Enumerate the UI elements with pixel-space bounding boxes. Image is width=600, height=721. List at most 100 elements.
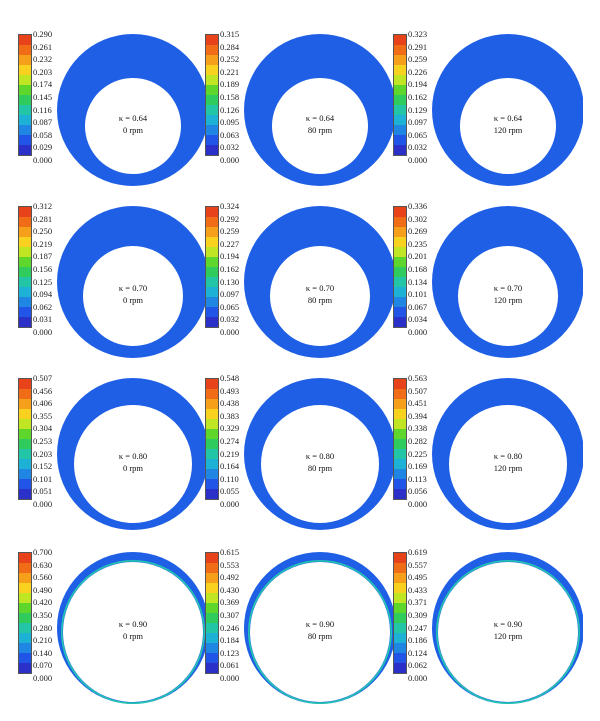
colorbar-tick-label: 0.493	[220, 385, 240, 396]
contour-panel: 0.315 0.284 0.252 0.221 0.189 0.158 0.126 0.095…	[205, 30, 395, 198]
colorbar-tick-label: 0.371	[408, 597, 428, 608]
colorbar-tick-label: 0.302	[408, 213, 428, 224]
colorbar-swatch	[394, 469, 406, 479]
colorbar-swatch	[19, 653, 31, 663]
colorbar-tick-label: 0.062	[408, 660, 428, 671]
colorbar-swatch	[19, 563, 31, 573]
colorbar-tick-label: 0.113	[408, 473, 427, 484]
colorbar-swatch	[206, 459, 218, 469]
rpm-label: 0 rpm	[122, 125, 144, 135]
colorbar-legend: 0.619 0.557 0.495 0.433 0.371 0.309 0.247 0.186…	[393, 548, 453, 682]
rpm-label: 120 rpm	[493, 463, 523, 473]
colorbar-swatch	[394, 85, 406, 95]
colorbar-tick-label: 0.140	[33, 647, 53, 658]
colorbar	[205, 34, 219, 156]
colorbar-tick-label: 0.304	[33, 423, 53, 434]
colorbar-tick-label: 0.280	[33, 622, 53, 633]
colorbar-tick-label: 0.058	[33, 129, 53, 140]
colorbar-swatch	[206, 633, 218, 643]
colorbar-swatch	[19, 307, 31, 317]
colorbar-legend: 0.615 0.553 0.492 0.430 0.369 0.307 0.246 0.184…	[205, 548, 265, 682]
colorbar-swatch	[206, 135, 218, 145]
colorbar-tick-label: 0.087	[33, 117, 53, 128]
colorbar-swatch	[206, 409, 218, 419]
colorbar-tick-label: 0.281	[33, 213, 53, 224]
colorbar-tick-label: 0.259	[220, 226, 240, 237]
colorbar-swatch	[394, 459, 406, 469]
colorbar-swatch	[394, 45, 406, 55]
colorbar-swatch	[206, 95, 218, 105]
contour-panel: 0.312 0.281 0.250 0.219 0.187 0.156 0.125 0.094…	[18, 202, 208, 370]
inner-cylinder	[83, 246, 183, 346]
colorbar-tick-label: 0.056	[408, 486, 428, 497]
colorbar-swatch	[394, 105, 406, 115]
colorbar-swatch	[394, 623, 406, 633]
colorbar-tick-label: 0.156	[33, 264, 53, 274]
colorbar-swatch	[19, 583, 31, 593]
colorbar-tick-label: 0.548	[220, 373, 240, 383]
colorbar-swatch	[394, 633, 406, 643]
inner-cylinder	[261, 405, 379, 523]
colorbar-tick-label: 0.456	[33, 385, 53, 396]
colorbar-tick-label: 0.110	[220, 473, 239, 484]
inner-cylinder	[438, 562, 578, 702]
rpm-label: 0 rpm	[122, 295, 144, 305]
colorbar-tick-label: 0.247	[408, 622, 428, 633]
colorbar-swatch	[206, 469, 218, 479]
colorbar-tick-label: 0.203	[33, 448, 53, 459]
colorbar-tick-label: 0.070	[33, 660, 53, 671]
colorbar-tick-label: 0.000	[220, 673, 240, 683]
colorbar-swatch	[206, 45, 218, 55]
colorbar-swatch	[19, 439, 31, 449]
colorbar-tick-label: 0.495	[408, 572, 428, 583]
colorbar-tick-label: 0.000	[33, 327, 53, 337]
colorbar-tick-label: 0.065	[220, 301, 240, 312]
colorbar-swatch	[394, 65, 406, 75]
colorbar	[393, 552, 407, 674]
colorbar-swatch	[19, 297, 31, 307]
colorbar-swatch	[206, 553, 218, 563]
colorbar-tick-label: 0.101	[33, 473, 53, 484]
colorbar-swatch	[206, 389, 218, 399]
colorbar-swatch	[19, 287, 31, 297]
colorbar-tick-label: 0.269	[408, 226, 428, 237]
colorbar-tick-label: 0.000	[220, 327, 240, 337]
panel-annotation: κ = 0.90 80 rpm	[285, 618, 355, 642]
colorbar-swatch	[394, 247, 406, 257]
panel-annotation: κ = 0.70 0 rpm	[98, 282, 168, 306]
colorbar-swatch	[19, 643, 31, 653]
colorbar-tick-label: 0.219	[33, 238, 53, 249]
contour-panel: 0.615 0.553 0.492 0.430 0.369 0.307 0.246 0.184…	[205, 548, 395, 716]
colorbar-tick-label: 0.194	[408, 79, 428, 90]
colorbar-swatch	[19, 603, 31, 613]
colorbar-legend: 0.336 0.302 0.269 0.235 0.201 0.168 0.134 0.101…	[393, 202, 453, 336]
panel-annotation: κ = 0.90 120 rpm	[473, 618, 543, 642]
colorbar-legend: 0.312 0.281 0.250 0.219 0.187 0.156 0.125 0.094…	[18, 202, 78, 336]
colorbar-swatch	[19, 95, 31, 105]
colorbar-tick-label: 0.492	[220, 572, 240, 583]
colorbar-swatch	[19, 267, 31, 277]
colorbar-swatch	[394, 145, 406, 155]
colorbar-tick-label: 0.246	[220, 622, 240, 633]
colorbar-tick-label: 0.700	[33, 547, 53, 557]
annulus-plot	[432, 206, 583, 358]
colorbar-swatch	[19, 479, 31, 489]
colorbar-swatch	[394, 419, 406, 429]
colorbar-tick-label: 0.323	[408, 29, 428, 39]
colorbar-tick-label: 0.126	[220, 104, 240, 115]
panel-annotation: κ = 0.90 0 rpm	[98, 618, 168, 642]
colorbar-legend: 0.700 0.630 0.560 0.490 0.420 0.350 0.280 0.210…	[18, 547, 78, 682]
colorbar-swatch	[394, 277, 406, 287]
colorbar-swatch	[206, 287, 218, 297]
colorbar-tick-label: 0.219	[220, 448, 240, 459]
colorbar-tick-label: 0.274	[220, 436, 240, 446]
colorbar-tick-label: 0.563	[408, 373, 428, 383]
rpm-label: 120 rpm	[493, 295, 523, 305]
colorbar-swatch	[19, 317, 31, 327]
colorbar-swatch	[206, 75, 218, 85]
colorbar-swatch	[394, 379, 406, 389]
colorbar-swatch	[206, 643, 218, 653]
kappa-label: κ = 0.80	[305, 451, 335, 461]
colorbar	[18, 34, 32, 156]
colorbar-tick-label: 0.451	[408, 398, 428, 409]
